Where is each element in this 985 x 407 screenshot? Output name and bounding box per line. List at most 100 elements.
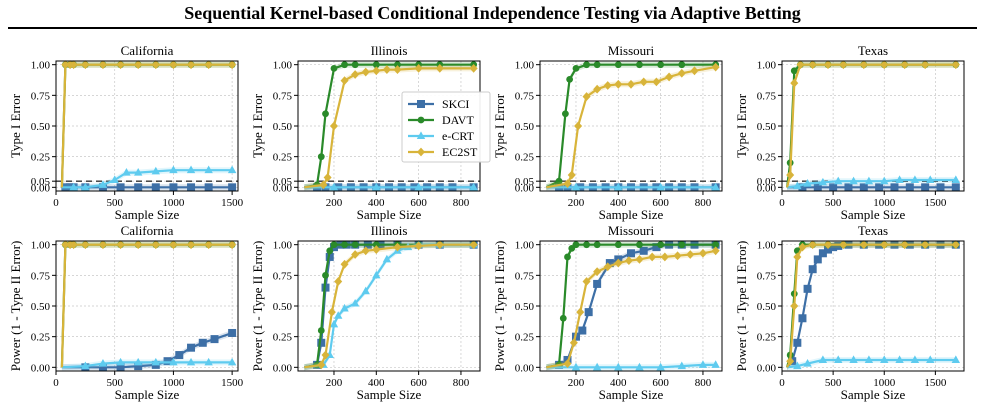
data-point <box>793 338 802 347</box>
data-point <box>844 183 853 192</box>
data-point <box>323 173 332 182</box>
data-point <box>578 326 587 335</box>
data-point <box>864 355 874 363</box>
legend-marker <box>417 147 425 157</box>
data-point <box>340 76 349 86</box>
data-point <box>796 60 805 70</box>
data-point <box>350 298 360 307</box>
data-point <box>677 361 686 370</box>
data-point <box>151 357 161 366</box>
data-point <box>652 77 661 87</box>
x-tick-label: 0 <box>53 197 59 209</box>
data-point <box>678 241 686 249</box>
data-point <box>880 240 889 250</box>
data-point <box>204 165 213 174</box>
series-line <box>60 243 233 368</box>
chart-panel-7: 200 400 600 800 0.00 0.25 0.50 0.75 1.00 Missouri… <box>492 223 723 402</box>
legend-marker <box>416 131 426 139</box>
data-point <box>327 307 336 317</box>
x-tick-label: 800 <box>695 377 712 389</box>
x-tick-label: 800 <box>453 197 470 209</box>
y-tick-label: 1.00 <box>31 60 51 72</box>
x-axis-label: Sample Size <box>357 207 422 222</box>
data-point <box>414 63 423 73</box>
panel-title: Illinois <box>371 43 408 58</box>
series-line <box>61 361 233 369</box>
series-line <box>545 63 716 189</box>
x-tick-label: 500 <box>106 197 123 209</box>
x-tick-label: 600 <box>410 377 427 389</box>
data-point <box>921 240 930 250</box>
data-point <box>372 66 381 76</box>
data-point <box>204 240 213 250</box>
y-tick-label: 0.75 <box>757 90 777 102</box>
y-tick-label: 0.50 <box>757 121 777 133</box>
y-tick-label: 0.75 <box>757 270 777 282</box>
data-point <box>187 240 196 250</box>
y-tick-label: 0.00 <box>757 362 777 374</box>
data-point <box>571 182 581 191</box>
data-point <box>351 241 359 249</box>
data-point <box>134 240 143 250</box>
data-point <box>116 60 125 70</box>
data-point <box>559 314 567 322</box>
data-point <box>593 61 601 69</box>
data-point <box>803 359 812 367</box>
data-point <box>900 60 909 70</box>
data-point <box>786 356 795 366</box>
data-point <box>69 182 78 191</box>
data-point <box>567 170 576 180</box>
x-tick-label: 200 <box>568 377 585 389</box>
data-point <box>951 240 960 250</box>
y-tick-label: 0.05 <box>515 176 535 188</box>
data-point <box>593 267 602 277</box>
data-point <box>187 60 196 70</box>
data-point <box>322 271 329 279</box>
data-point <box>790 301 799 311</box>
data-point <box>361 246 370 256</box>
data-point <box>228 328 237 337</box>
data-point <box>569 338 578 348</box>
y-tick-label: 1.00 <box>757 60 777 72</box>
data-point <box>326 247 334 255</box>
data-point <box>582 277 591 286</box>
data-point <box>187 183 196 192</box>
data-point <box>341 241 348 249</box>
data-point <box>210 335 219 344</box>
data-point <box>469 182 478 191</box>
x-tick-label: 500 <box>106 377 123 389</box>
data-point <box>186 165 196 174</box>
data-point <box>636 241 643 249</box>
data-point <box>793 181 802 190</box>
y-tick-label: 0.00 <box>515 362 535 374</box>
data-point <box>414 241 423 251</box>
data-point <box>786 170 795 180</box>
y-tick-label: 0.50 <box>273 121 293 133</box>
x-tick-label: 1500 <box>924 377 947 389</box>
panel-title: Illinois <box>371 223 408 238</box>
y-tick-label: 0.05 <box>273 176 293 188</box>
data-point <box>169 60 178 70</box>
confidence-band <box>61 241 233 371</box>
data-point <box>317 360 326 370</box>
data-point <box>803 179 812 187</box>
x-axis-label: Sample Size <box>357 387 422 402</box>
data-point <box>690 66 699 76</box>
data-point <box>639 246 648 255</box>
data-point <box>627 249 635 258</box>
x-tick-label: 0 <box>53 377 59 389</box>
data-point <box>469 63 478 73</box>
x-tick-label: 600 <box>410 197 427 209</box>
y-axis-label: Power (1 - Type II Error) <box>250 241 265 372</box>
axes-frame <box>781 240 965 372</box>
y-tick-label: 0.25 <box>757 152 777 164</box>
data-point <box>134 183 143 192</box>
data-point <box>834 355 843 363</box>
figure-title: Sequential Kernel-based Conditional Inde… <box>184 3 801 23</box>
panel-title: California <box>121 43 174 58</box>
data-point <box>793 361 802 370</box>
data-point <box>803 284 812 293</box>
panel-title: Missouri <box>608 223 655 238</box>
chart-panel-2: 200 400 600 800 0.000.05 0.25 0.50 0.75 1.00 Illi… <box>250 43 481 222</box>
